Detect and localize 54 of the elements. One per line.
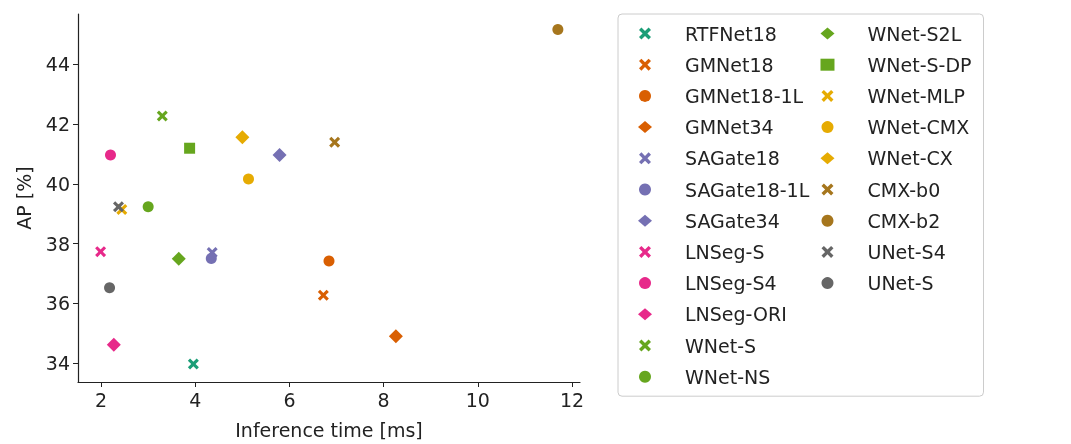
y-tick-label: 42 <box>45 113 70 136</box>
point <box>317 289 329 301</box>
point <box>106 337 121 352</box>
y-tick-label: 38 <box>45 232 70 255</box>
point <box>184 142 196 154</box>
point <box>156 110 168 122</box>
point <box>171 251 186 266</box>
legend-label: WNet-MLP <box>867 84 965 107</box>
legend-label: UNet-S <box>867 272 934 295</box>
legend-label: GMNet18-1L <box>685 84 804 107</box>
legend-label: WNet-S2L <box>867 22 962 45</box>
y-tick-label: 44 <box>45 53 70 76</box>
x-tick-label: 2 <box>95 388 108 411</box>
point <box>95 246 107 258</box>
point <box>388 329 403 344</box>
point <box>187 358 199 370</box>
legend-label: WNet-S-DP <box>867 53 972 76</box>
point <box>272 148 287 163</box>
legend-label: CMX-b2 <box>867 209 941 232</box>
legend-label: LNSeg-ORI <box>685 303 787 326</box>
x-tick-label: 6 <box>283 388 296 411</box>
point <box>552 24 564 36</box>
x-tick-label: 8 <box>377 388 390 411</box>
y-axis-title: AP [%] <box>12 166 35 230</box>
y-tick-label: 34 <box>45 352 70 375</box>
legend-label: WNet-S <box>685 334 757 357</box>
legend-label: LNSeg-S <box>685 240 765 263</box>
point <box>113 201 124 213</box>
point <box>105 149 116 161</box>
legend-label: WNet-NS <box>685 365 771 388</box>
y-tick-label: 36 <box>45 292 70 315</box>
x-axis-title: Inference time [ms] <box>235 418 423 441</box>
legend-label: SAGate34 <box>685 209 780 232</box>
point <box>104 282 116 294</box>
point <box>323 255 335 267</box>
legend-label: LNSeg-S4 <box>685 272 777 295</box>
legend-label: GMNet34 <box>685 116 774 139</box>
point <box>235 130 250 145</box>
legend-label: SAGate18-1L <box>685 178 810 201</box>
x-tick-label: 10 <box>465 388 490 411</box>
y-tick-label: 40 <box>45 172 70 195</box>
point <box>329 136 341 148</box>
point <box>142 201 154 213</box>
legend-label: GMNet18 <box>685 53 774 76</box>
point <box>242 173 254 185</box>
legend-label: UNet-S4 <box>867 240 946 263</box>
legend-label: WNet-CMX <box>867 116 970 139</box>
x-tick-label: 4 <box>189 388 202 411</box>
legend-label: SAGate18 <box>685 147 780 170</box>
legend-label: WNet-CX <box>867 147 953 170</box>
point <box>205 253 217 265</box>
legend-label: RTFNet18 <box>685 22 777 45</box>
x-tick-label: 12 <box>559 388 585 411</box>
legend-label: CMX-b0 <box>867 178 941 201</box>
